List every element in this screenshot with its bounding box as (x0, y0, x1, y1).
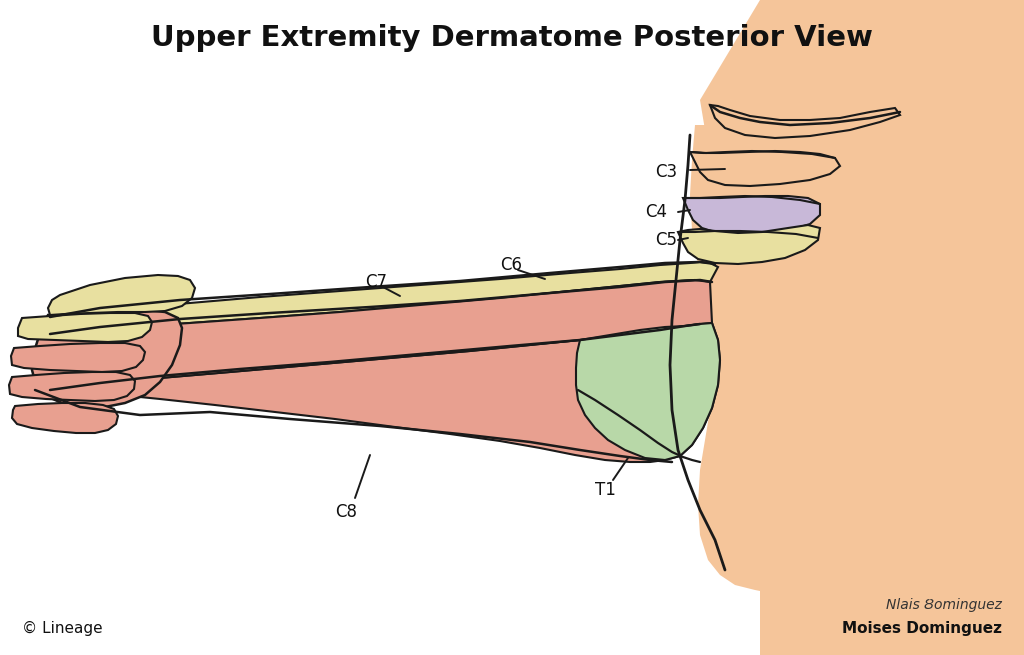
Polygon shape (18, 313, 152, 342)
Polygon shape (11, 343, 145, 372)
Polygon shape (48, 275, 195, 315)
Text: C5: C5 (655, 231, 677, 249)
Polygon shape (50, 262, 718, 334)
Polygon shape (683, 196, 820, 235)
Polygon shape (9, 372, 135, 401)
Text: Nlais Ȣominguez: Nlais Ȣominguez (886, 598, 1002, 612)
Polygon shape (35, 280, 712, 390)
Polygon shape (35, 323, 720, 462)
Text: Moises Dominguez: Moises Dominguez (842, 620, 1002, 635)
Text: © Lineage: © Lineage (22, 620, 102, 635)
Text: T1: T1 (595, 481, 615, 499)
Polygon shape (32, 310, 182, 407)
Text: C7: C7 (365, 273, 387, 291)
Polygon shape (710, 105, 900, 138)
Polygon shape (678, 225, 820, 264)
Polygon shape (700, 0, 1024, 242)
Polygon shape (690, 151, 840, 186)
Text: C3: C3 (655, 163, 677, 181)
Polygon shape (690, 0, 1024, 655)
Polygon shape (12, 403, 118, 433)
Polygon shape (575, 323, 720, 460)
Text: C4: C4 (645, 203, 667, 221)
Text: C8: C8 (335, 503, 357, 521)
Text: C6: C6 (500, 256, 522, 274)
Polygon shape (760, 0, 1024, 655)
Text: Upper Extremity Dermatome Posterior View: Upper Extremity Dermatome Posterior View (152, 24, 872, 52)
